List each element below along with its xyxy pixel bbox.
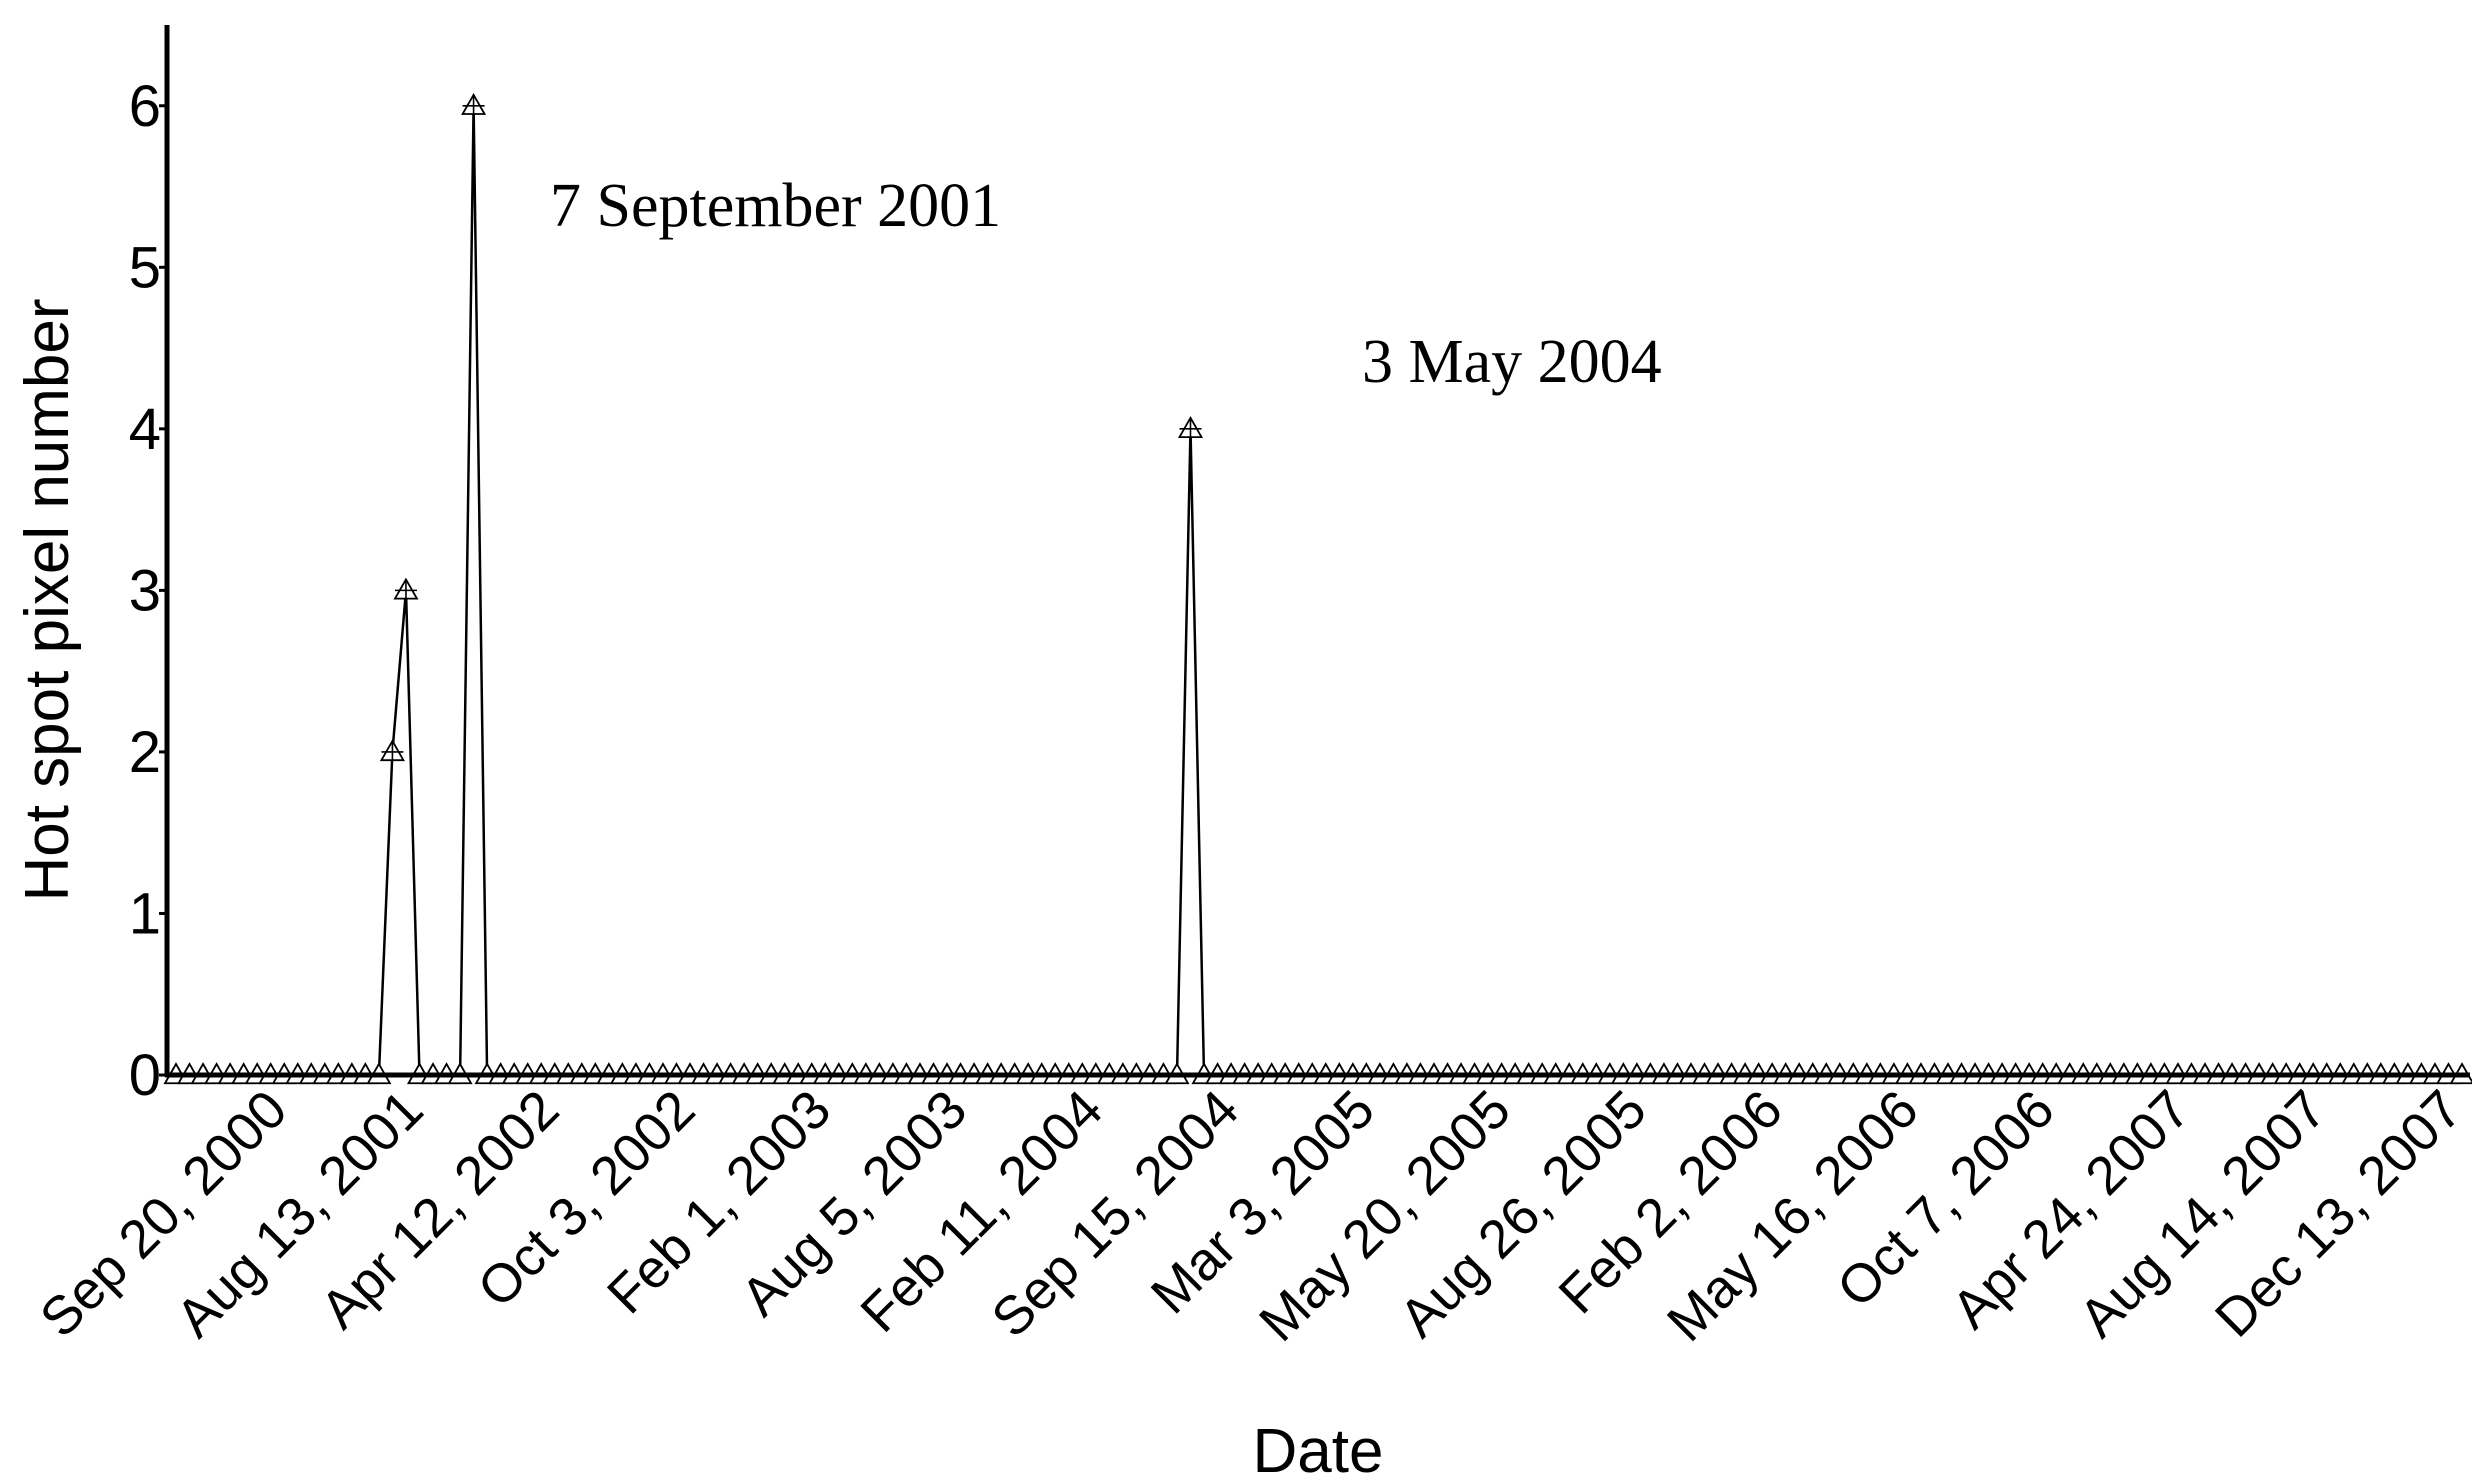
series-line	[176, 105, 2462, 1077]
y-tick-label: 4	[129, 397, 161, 462]
annotation-may-2004: 3 May 2004	[1362, 328, 1662, 396]
x-tick-label: Apr 24, 2007	[1941, 1079, 2202, 1340]
y-tick-label: 6	[129, 74, 161, 139]
y-tick-label: 3	[129, 558, 161, 623]
x-tick-label: Apr 12, 2002	[309, 1079, 570, 1340]
series-layer	[163, 92, 2472, 1085]
y-tick-label: 2	[129, 720, 161, 785]
annotation-sept-2001: 7 September 2001	[550, 172, 1001, 240]
y-tick-label: 0	[129, 1043, 161, 1108]
y-axis-title: Hot spot pixel number	[13, 298, 82, 901]
x-axis-title: Date	[1253, 1417, 1384, 1484]
y-tick-label: 1	[129, 881, 161, 946]
y-tick-label: 5	[129, 235, 161, 300]
y-axis-ticks: 0 1 2 3 4 5 6	[129, 74, 167, 1108]
